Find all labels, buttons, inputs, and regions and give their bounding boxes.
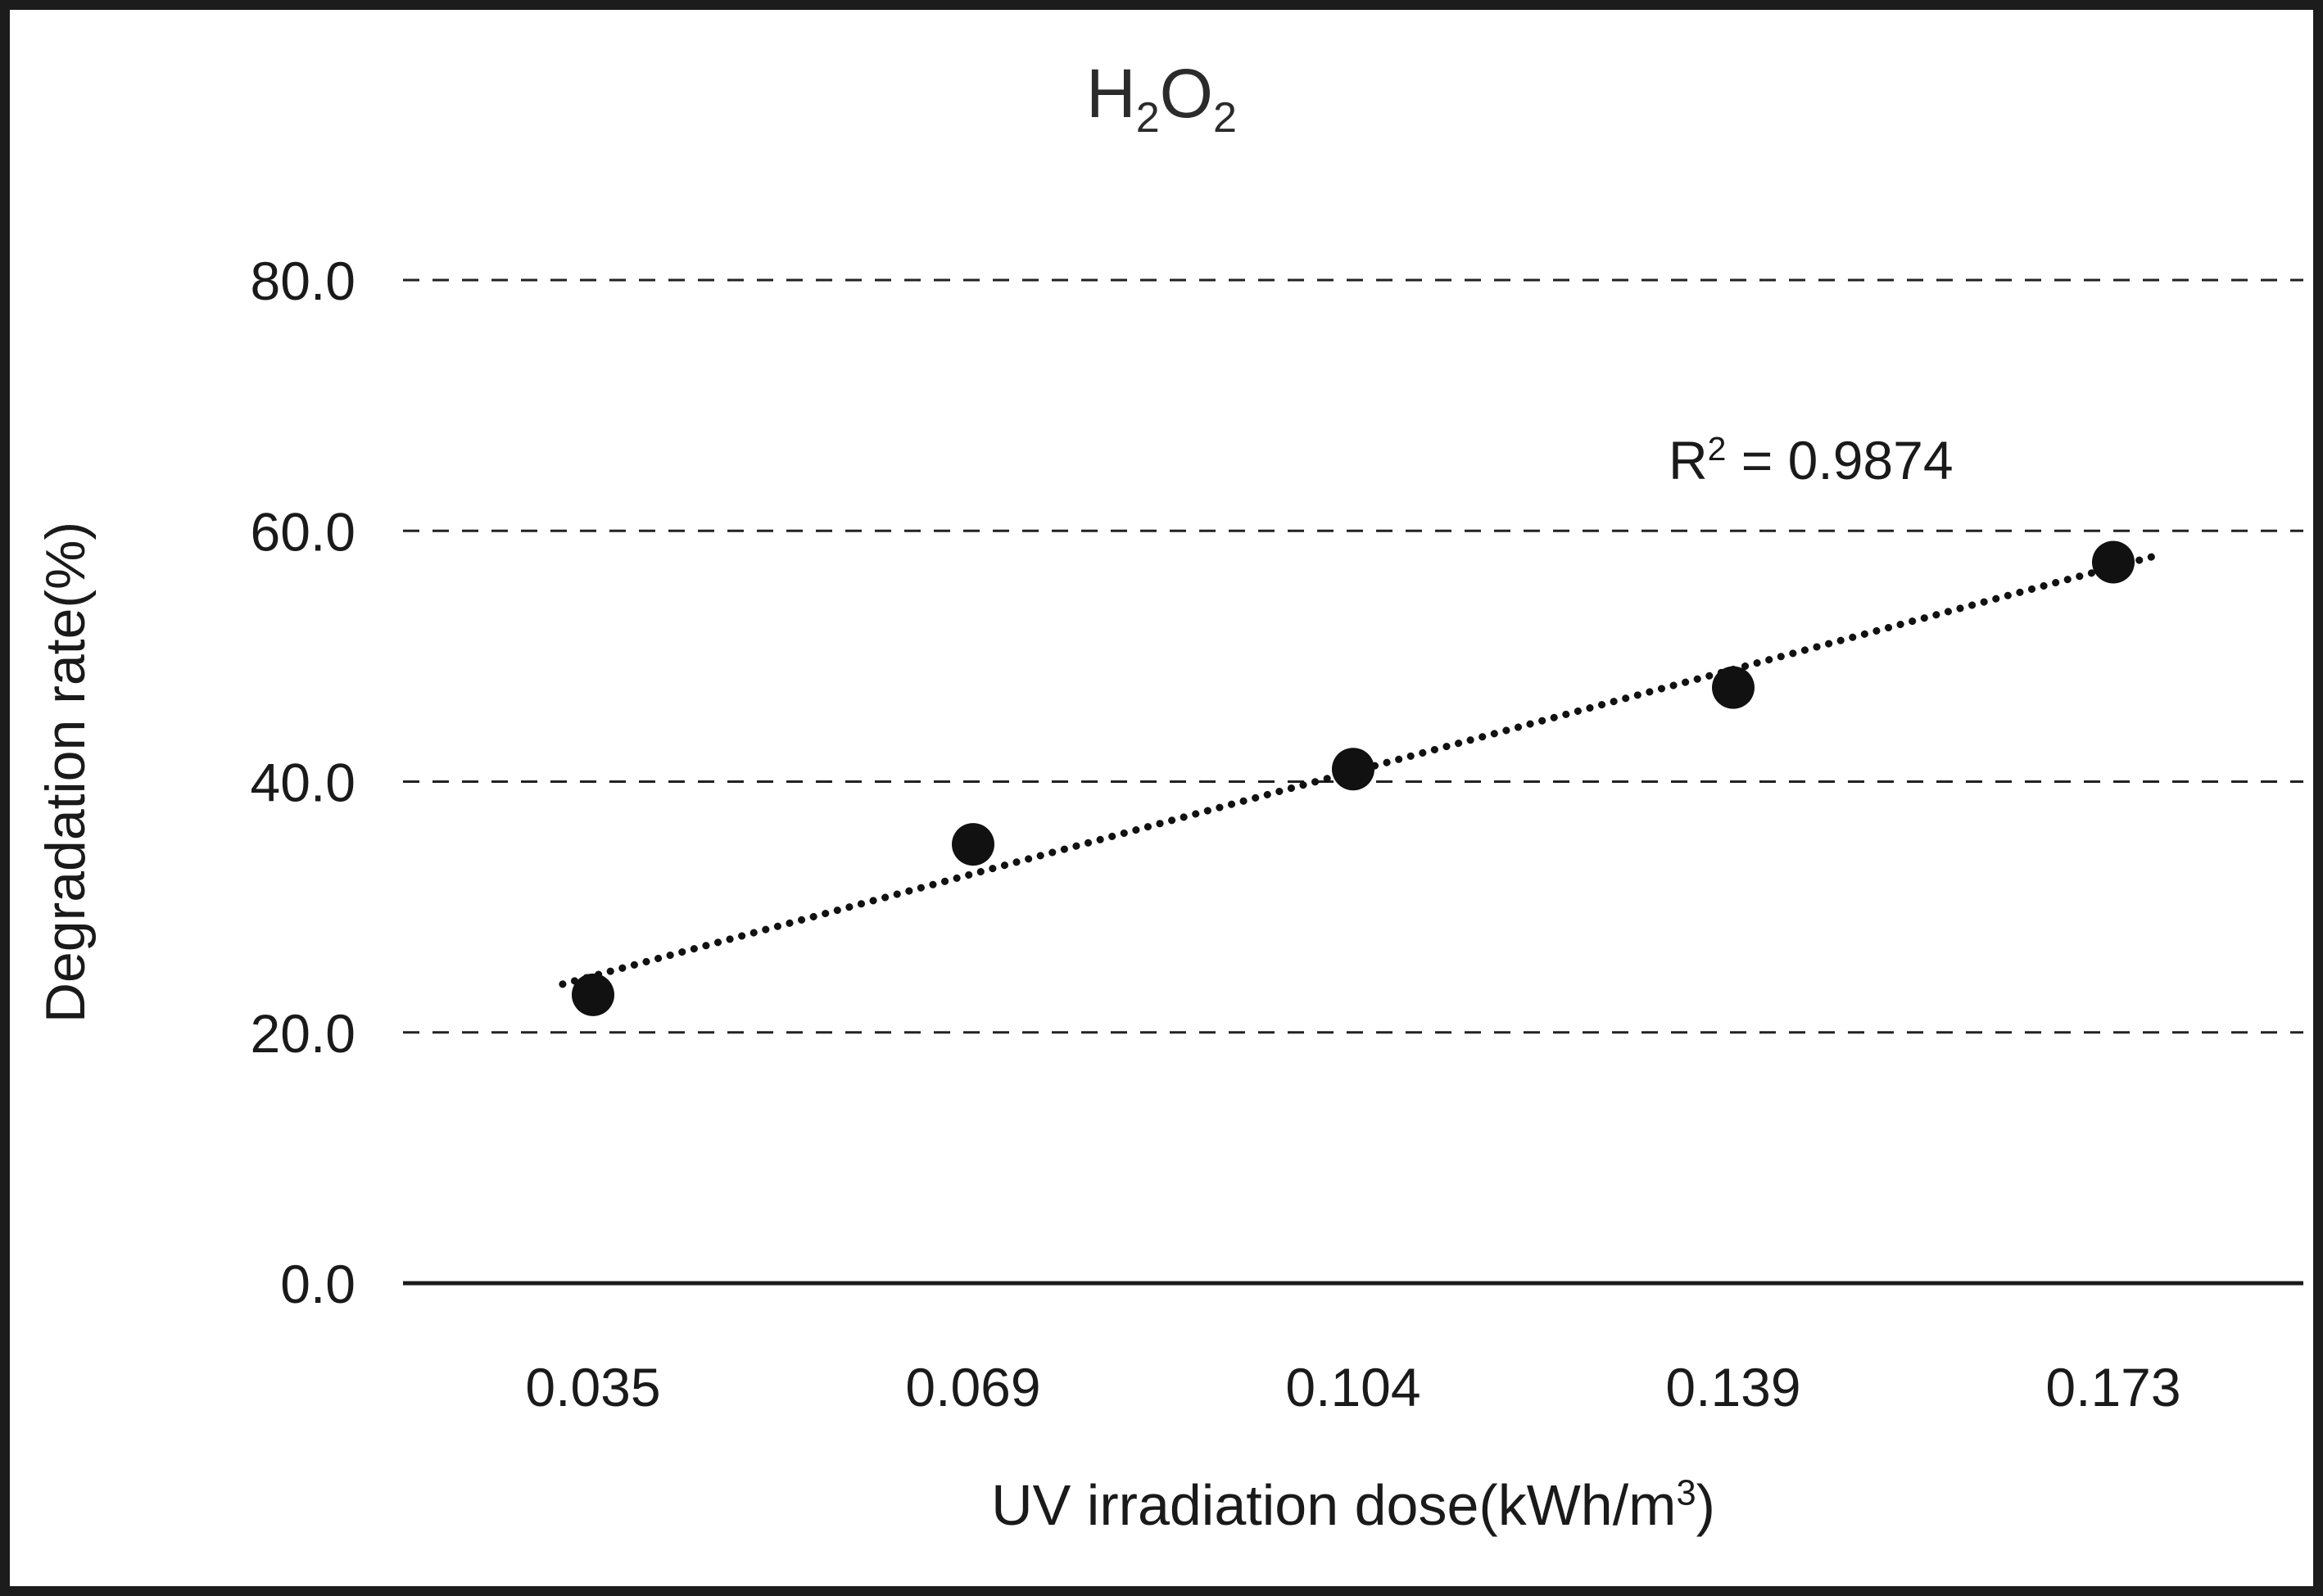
y-tick-label-60.0: 60.0 <box>251 501 355 562</box>
data-point-0.139 <box>1712 666 1755 709</box>
chart-title-subscript: 2 <box>1135 93 1160 142</box>
x-axis-title-text: UV irradiation dose(kWh/m <box>991 1473 1677 1537</box>
data-point-0.035 <box>572 973 614 1016</box>
y-tick-label-80.0: 80.0 <box>251 251 355 311</box>
x-tick-label-0.069: 0.069 <box>905 1357 1040 1417</box>
y-tick-label-40.0: 40.0 <box>251 753 355 813</box>
chart-title: H2O2 <box>10 54 2313 142</box>
r-squared-annotation: R2 = 0.9874 <box>1669 429 1954 491</box>
r-squared-value: = 0.9874 <box>1726 430 1954 491</box>
chart-title-text: H <box>1086 55 1136 132</box>
trendline <box>559 553 2155 988</box>
plot-area: 0.0 20.0 40.0 60.0 80.0 0.035 0.069 0.104 0.139 0… <box>251 251 2303 1417</box>
y-tick-label-20.0: 20.0 <box>251 1003 355 1064</box>
x-tick-label-0.173: 0.173 <box>2045 1357 2180 1417</box>
x-axis-title: UV irradiation dose(kWh/m3) <box>403 1472 2303 1538</box>
r-squared-base: R <box>1669 430 1708 491</box>
data-point-0.173 <box>2092 540 2135 584</box>
chart-title-subscript: 2 <box>1213 93 1237 142</box>
x-axis-title-superscript: 3 <box>1676 1473 1696 1513</box>
data-point-0.069 <box>952 823 994 866</box>
r-squared-superscript: 2 <box>1707 430 1727 468</box>
y-tick-label-0.0: 0.0 <box>280 1254 355 1314</box>
x-tick-label-0.139: 0.139 <box>1665 1357 1800 1417</box>
x-tick-label-0.104: 0.104 <box>1285 1357 1420 1417</box>
x-axis-title-close: ) <box>1696 1473 1715 1537</box>
chart-title-text: O <box>1159 55 1213 132</box>
data-point-0.104 <box>1332 748 1374 791</box>
x-tick-label-0.035: 0.035 <box>525 1357 660 1417</box>
